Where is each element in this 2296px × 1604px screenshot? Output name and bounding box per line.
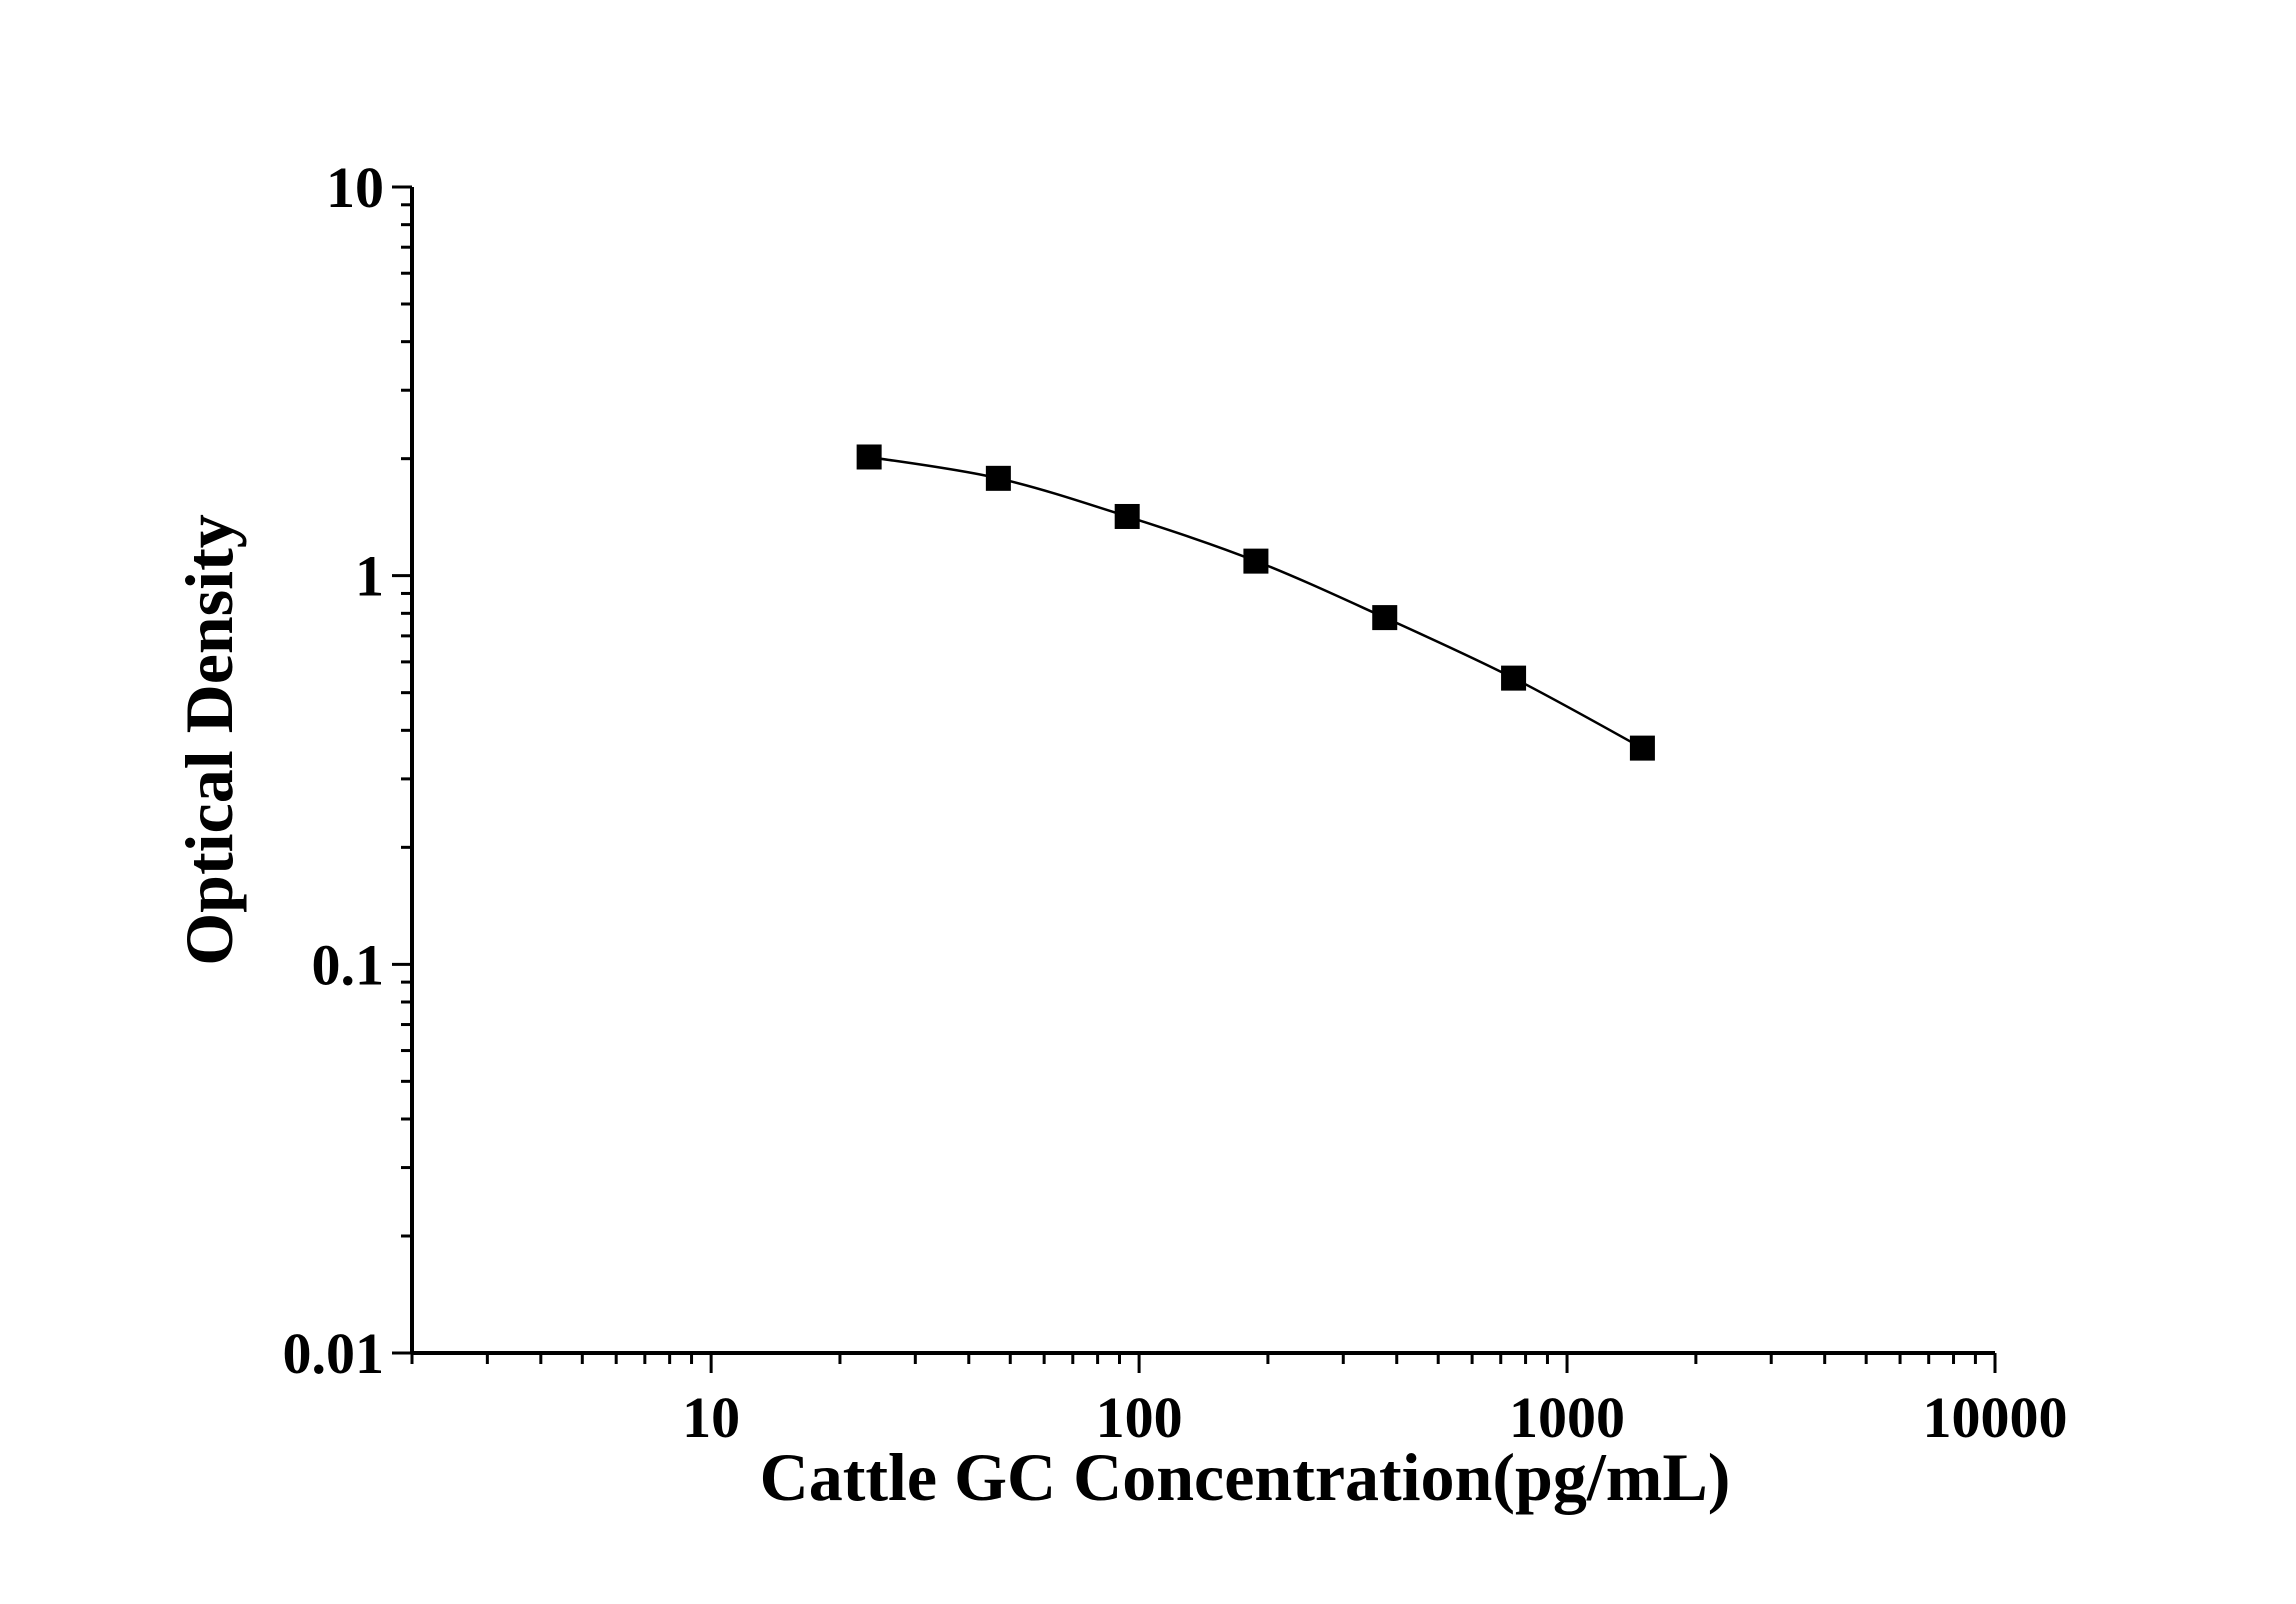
data-point: [1114, 503, 1140, 529]
y-tick-label: 0.01: [283, 1321, 385, 1386]
x-tick-label: 100: [1096, 1385, 1183, 1450]
data-point: [1629, 735, 1655, 761]
x-tick-label: 10: [682, 1385, 740, 1450]
data-point: [985, 465, 1011, 491]
data-point: [1501, 665, 1527, 691]
data-point: [1243, 548, 1269, 574]
y-axis-title: Optical Density: [171, 514, 247, 965]
fit-curve-path: [868, 455, 1643, 750]
x-tick-label: 10000: [1923, 1385, 2068, 1450]
fit-curve: [868, 455, 1643, 750]
y-tick-label: 0.1: [312, 932, 385, 997]
x-axis-title: Cattle GC Concentration(pg/mL): [760, 1439, 1731, 1515]
axis-ticks: [392, 185, 1997, 1373]
data-points: [856, 444, 1655, 761]
tick-labels: 10 100 1000 10000 0.01 0.1 1 10: [283, 155, 2068, 1450]
data-point: [856, 444, 882, 470]
y-tick-label: 10: [326, 155, 384, 220]
data-point: [1372, 605, 1398, 631]
axes: [410, 187, 1995, 1355]
x-tick-label: 1000: [1509, 1385, 1625, 1450]
y-tick-label: 1: [355, 544, 384, 609]
